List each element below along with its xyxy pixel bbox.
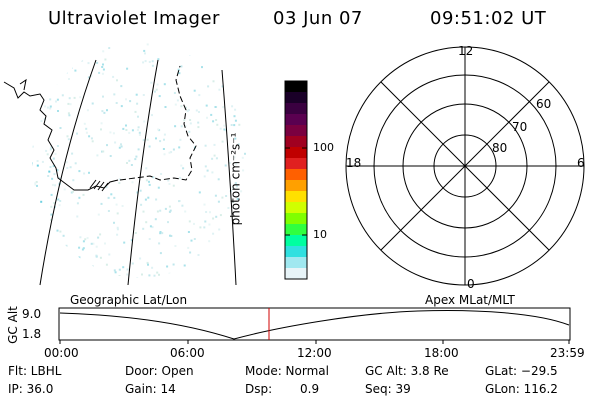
xtick-2359: 23:59 <box>550 346 585 360</box>
altitude-curve <box>59 310 570 340</box>
geographic-image-panel <box>3 42 248 286</box>
instrument-title: Ultraviolet Imager <box>48 8 220 29</box>
time-label: 09:51:02 UT <box>430 8 547 29</box>
seq-label: Seq: 39 <box>365 382 411 396</box>
colorbar-tick-10: 10 <box>313 228 327 241</box>
colorbar-segment <box>285 202 307 214</box>
mlt-label-0: 0 <box>467 277 475 291</box>
coastline-line <box>3 81 119 191</box>
mlt-label-18: 18 <box>346 156 362 170</box>
altitude-timeline <box>58 307 571 344</box>
colorbar-units-wrapper: photon cm⁻²s⁻¹ <box>228 80 285 280</box>
mlt-label-6: 6 <box>577 156 585 170</box>
colorbar-segment <box>285 81 307 93</box>
mlat-label-80: 80 <box>492 141 508 155</box>
colorbar-segment <box>285 92 307 104</box>
colorbar-segment <box>285 103 307 115</box>
colorbar-segment <box>285 224 307 236</box>
ip-label: IP: 36.0 <box>8 382 54 396</box>
colorbar-unit-label: photon cm⁻²s⁻¹ <box>228 132 243 226</box>
colorbar-segment <box>285 191 307 203</box>
xtick-0000: 00:00 <box>44 346 79 360</box>
gc-alt-label: GC Alt: 3.8 Re <box>365 364 449 378</box>
mlt-label-12: 12 <box>458 44 474 58</box>
gain-label: Gain: 14 <box>125 382 176 396</box>
longitude-line <box>221 69 237 286</box>
xtick-0600: 06:00 <box>170 346 205 360</box>
mode-label: Mode: Normal <box>245 364 329 378</box>
polar-plot <box>345 46 585 286</box>
colorbar-segment <box>285 147 307 159</box>
colorbar-segment <box>285 180 307 192</box>
colorbar-segment <box>285 158 307 170</box>
dsp-label: Dsp: <box>245 382 273 396</box>
colorbar-segment <box>285 268 307 280</box>
colorbar-segment <box>285 136 307 148</box>
apex-title: Apex MLat/MLT <box>425 293 515 307</box>
timeline-ylabel: GC Alt <box>5 306 20 344</box>
mlat-label-60: 60 <box>536 97 552 111</box>
date-label: 03 Jun 07 <box>273 8 363 29</box>
colorbar-segment <box>285 169 307 181</box>
colorbar-segment <box>285 257 307 269</box>
longitude-line <box>127 59 159 286</box>
xtick-1200: 12:00 <box>297 346 332 360</box>
geographic-title: Geographic Lat/Lon <box>70 293 188 307</box>
ytick-low: 1.8 <box>22 327 42 341</box>
colorbar-segment <box>285 235 307 247</box>
mlat-label-70: 70 <box>512 120 528 134</box>
door-label: Door: Open <box>125 364 194 378</box>
auroral-emission-speckle <box>32 42 248 278</box>
ytick-high: 9.0 <box>22 307 42 321</box>
xtick-1800: 18:00 <box>424 346 459 360</box>
dsp-value: 0.9 <box>300 382 320 396</box>
colorbar-segment <box>285 213 307 225</box>
colorbar-segment <box>285 114 307 126</box>
glon-label: GLon: 116.2 <box>485 382 558 396</box>
colorbar <box>284 80 308 280</box>
colorbar-tick-100: 100 <box>313 141 334 154</box>
filter-label: Flt: LBHL <box>8 364 62 378</box>
longitude-line <box>39 59 97 286</box>
colorbar-segment <box>285 125 307 137</box>
colorbar-segment <box>285 246 307 258</box>
glat-label: GLat: −29.5 <box>485 364 558 378</box>
